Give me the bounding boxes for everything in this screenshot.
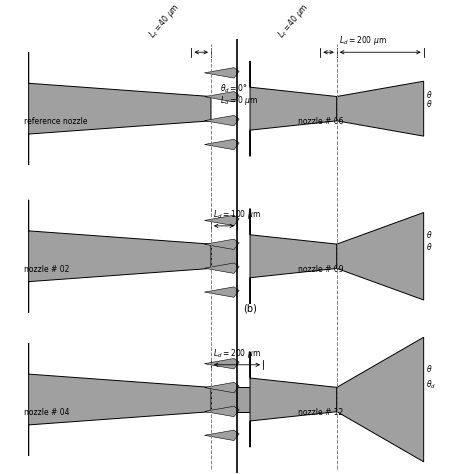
Text: nozzle # 12: nozzle # 12 <box>298 408 343 417</box>
Text: $\theta_d$: $\theta_d$ <box>426 378 436 391</box>
Polygon shape <box>28 200 211 313</box>
Text: $L_d = 0\ \mu$m: $L_d = 0\ \mu$m <box>219 94 258 107</box>
Polygon shape <box>28 52 211 165</box>
Polygon shape <box>204 91 239 102</box>
Polygon shape <box>204 139 239 150</box>
Text: nozzle # 06: nozzle # 06 <box>298 117 343 126</box>
Text: reference nozzle: reference nozzle <box>24 117 88 126</box>
Polygon shape <box>204 239 239 249</box>
Text: $\theta$: $\theta$ <box>426 241 432 252</box>
Polygon shape <box>211 244 237 268</box>
Text: $L_d = 100\ \mu$m: $L_d = 100\ \mu$m <box>213 208 261 221</box>
Polygon shape <box>204 68 239 78</box>
Polygon shape <box>204 215 239 226</box>
Text: $\theta$: $\theta$ <box>426 90 432 100</box>
Polygon shape <box>250 352 337 447</box>
Text: nozzle # 09: nozzle # 09 <box>298 265 343 274</box>
Polygon shape <box>204 430 239 440</box>
Text: $L_t = 40\ \mu$m: $L_t = 40\ \mu$m <box>275 1 312 41</box>
Polygon shape <box>28 343 211 456</box>
Polygon shape <box>211 387 263 411</box>
Polygon shape <box>337 81 424 136</box>
Polygon shape <box>204 406 239 417</box>
Text: nozzle # 04: nozzle # 04 <box>24 408 70 417</box>
Polygon shape <box>204 263 239 273</box>
Polygon shape <box>337 212 424 300</box>
Text: $\theta$: $\theta$ <box>426 98 432 109</box>
Polygon shape <box>204 358 239 369</box>
Text: nozzle # 02: nozzle # 02 <box>24 265 70 274</box>
Text: (b): (b) <box>243 303 257 313</box>
Polygon shape <box>204 287 239 297</box>
Polygon shape <box>204 383 239 393</box>
Polygon shape <box>250 61 337 156</box>
Text: $\theta_d = 0°$: $\theta_d = 0°$ <box>219 83 247 95</box>
Polygon shape <box>337 337 424 462</box>
Text: $L_d = 200\ \mu$m: $L_d = 200\ \mu$m <box>339 34 387 47</box>
Text: $L_d = 200\ \mu$m: $L_d = 200\ \mu$m <box>213 346 261 360</box>
Polygon shape <box>204 115 239 126</box>
Text: $\theta$: $\theta$ <box>426 363 432 374</box>
Text: $L_t = 40\ \mu$m: $L_t = 40\ \mu$m <box>146 1 183 41</box>
Polygon shape <box>250 209 337 304</box>
Text: $\theta$: $\theta$ <box>426 229 432 240</box>
